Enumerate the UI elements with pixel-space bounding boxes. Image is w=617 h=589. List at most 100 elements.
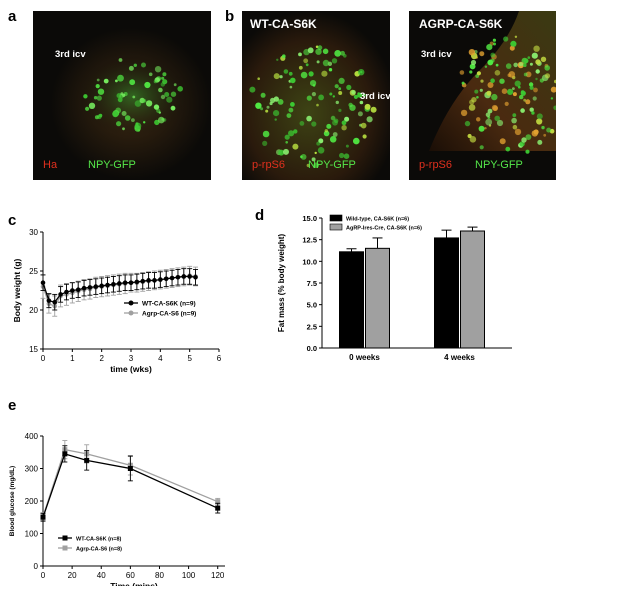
panel-letter-b: b bbox=[225, 8, 235, 25]
gfp-cell bbox=[525, 99, 531, 105]
gfp-cell bbox=[308, 71, 314, 77]
data-point bbox=[146, 278, 151, 283]
data-point bbox=[46, 298, 52, 303]
panel-letter-c: c bbox=[8, 212, 17, 229]
gfp-cell bbox=[293, 129, 298, 134]
gfp-cell bbox=[289, 85, 293, 89]
stain-label-green-b-right: NPY-GFP bbox=[475, 159, 523, 171]
gfp-cell bbox=[300, 71, 308, 79]
gfp-cell bbox=[96, 95, 102, 101]
y-tick-label: 15 bbox=[29, 345, 38, 354]
gfp-cell bbox=[314, 151, 317, 155]
gfp-cell bbox=[153, 104, 160, 110]
micrograph-b-left: WT-CA-S6K 3rd icv p-rpS6 NPY-GFP bbox=[242, 11, 390, 180]
gfp-cell bbox=[471, 97, 477, 103]
gfp-cell bbox=[334, 50, 342, 57]
gfp-cell bbox=[300, 154, 307, 160]
gfp-cell bbox=[303, 58, 309, 64]
gfp-cell bbox=[464, 120, 471, 127]
legend-label: Agrp-CA-S6 (n=9) bbox=[142, 311, 196, 318]
gfp-cell bbox=[553, 105, 556, 111]
gfp-cell bbox=[479, 88, 483, 92]
gfp-cell bbox=[132, 95, 136, 99]
gfp-cell bbox=[339, 152, 345, 159]
gfp-cell bbox=[496, 119, 504, 127]
gfp-cell bbox=[143, 121, 146, 124]
gfp-cell bbox=[321, 70, 328, 77]
gfp-cell bbox=[550, 97, 554, 100]
panel-letter-e: e bbox=[8, 397, 17, 414]
gfp-cell bbox=[334, 84, 339, 89]
gfp-cell bbox=[277, 99, 284, 105]
data-point bbox=[64, 289, 69, 295]
data-point bbox=[75, 287, 81, 293]
gfp-cell bbox=[335, 100, 339, 105]
x-tick-label: 100 bbox=[182, 571, 196, 580]
gfp-cell bbox=[343, 153, 350, 159]
stain-label-red-b-left: p-rpS6 bbox=[252, 159, 286, 171]
bar-4-weeks-1 bbox=[460, 230, 485, 349]
gfp-cell bbox=[529, 85, 534, 90]
y-axis-label: Fat mass (% body weight) bbox=[277, 234, 286, 333]
x-tick-label: 6 bbox=[217, 354, 222, 363]
x-axis-label: time (wks) bbox=[110, 364, 152, 374]
gfp-cell bbox=[490, 78, 495, 83]
gfp-cell bbox=[487, 108, 493, 114]
gfp-cell bbox=[116, 121, 122, 127]
gfp-cell bbox=[170, 105, 176, 111]
micrograph-a: 3rd icv Ha NPY-GFP bbox=[33, 11, 211, 180]
data-point bbox=[134, 279, 140, 285]
gfp-cell bbox=[499, 138, 506, 145]
x-tick-label: 1 bbox=[70, 354, 75, 363]
gfp-cell bbox=[510, 41, 517, 47]
gfp-cells-b-right bbox=[459, 35, 556, 154]
gfp-cell bbox=[334, 118, 339, 124]
gfp-cell bbox=[535, 69, 540, 74]
gfp-cell bbox=[512, 87, 515, 90]
gfp-cell bbox=[520, 108, 525, 113]
gfp-cell bbox=[311, 92, 316, 97]
gfp-cell bbox=[487, 59, 494, 66]
micrograph-b-right-image bbox=[409, 11, 556, 180]
gfp-cell bbox=[298, 52, 302, 57]
gfp-cell bbox=[322, 48, 329, 55]
gfp-cell bbox=[531, 111, 535, 115]
gfp-cell bbox=[96, 78, 100, 82]
y-tick-label: 10.0 bbox=[302, 257, 317, 266]
data-point bbox=[127, 466, 133, 471]
gfp-cell bbox=[480, 79, 484, 83]
gfp-cell bbox=[328, 68, 333, 72]
gfp-cell bbox=[290, 77, 296, 84]
gfp-cell bbox=[554, 79, 556, 84]
gfp-cell bbox=[134, 100, 142, 107]
data-point bbox=[169, 275, 175, 281]
gfp-cell bbox=[156, 108, 161, 113]
gfp-cell bbox=[115, 79, 118, 83]
y-tick-label: 100 bbox=[25, 530, 39, 539]
data-point bbox=[105, 282, 110, 288]
gfp-cell bbox=[316, 141, 321, 146]
gfp-cell bbox=[344, 116, 350, 122]
gfp-cell bbox=[518, 85, 521, 89]
gfp-cell bbox=[504, 101, 509, 106]
y-tick-label: 300 bbox=[25, 465, 39, 474]
gfp-cell bbox=[351, 90, 356, 95]
y-tick-label: 12.5 bbox=[302, 236, 317, 245]
gfp-cell bbox=[487, 82, 494, 88]
gfp-cell bbox=[118, 58, 123, 62]
gfp-cell bbox=[124, 115, 131, 121]
gfp-cell bbox=[495, 63, 499, 67]
panel-letter-a: a bbox=[8, 8, 17, 25]
y-tick-label: 0.0 bbox=[307, 344, 317, 353]
gfp-cell bbox=[512, 113, 517, 118]
legend-label: WT-CA-S6K (n=8) bbox=[76, 537, 122, 543]
gfp-cell bbox=[145, 100, 153, 107]
gfp-cell bbox=[358, 69, 365, 76]
gfp-cell bbox=[362, 134, 367, 139]
gfp-cell bbox=[509, 45, 515, 51]
gfp-cell bbox=[476, 96, 479, 99]
gfp-cell bbox=[359, 100, 364, 105]
stain-label-green-a: NPY-GFP bbox=[88, 159, 136, 171]
bar-0-weeks-0 bbox=[339, 251, 364, 349]
gfp-cell bbox=[161, 76, 165, 80]
